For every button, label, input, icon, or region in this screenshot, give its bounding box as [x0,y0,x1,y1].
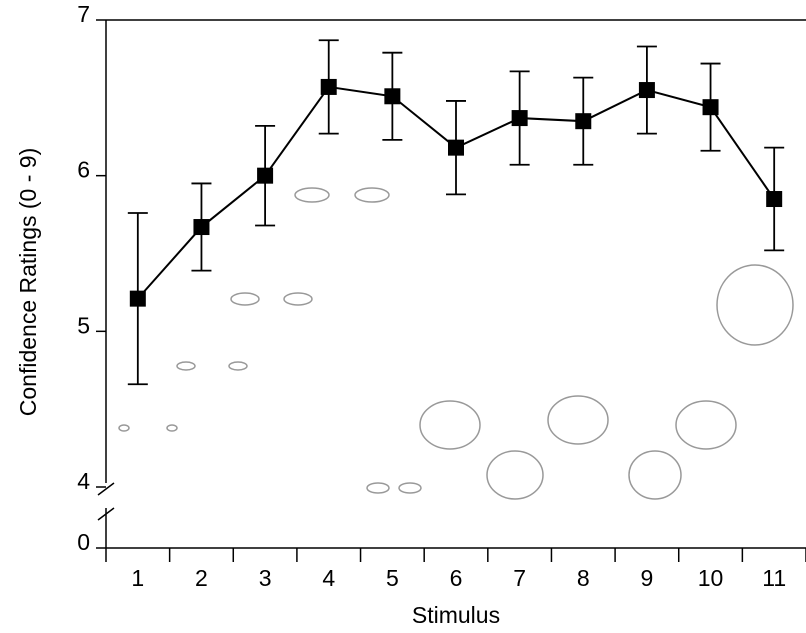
x-tick-label: 7 [513,565,526,591]
y-tick-label: 6 [77,157,90,183]
face-illustrations [118,187,794,500]
y-axis-label: Confidence Ratings (0 - 9) [15,148,41,416]
x-tick-label: 5 [386,565,399,591]
marker [320,78,337,95]
x-axis-label: Stimulus [412,602,500,628]
marker [384,88,401,105]
x-tick-label: 6 [450,565,463,591]
y-tick-label: 7 [77,1,90,27]
axis-break [97,507,115,521]
x-tick-label: 10 [698,565,724,591]
marker [129,290,146,307]
x-tick-label: 8 [577,565,590,591]
x-tick-label: 1 [131,565,144,591]
y-tick-label: 5 [77,312,90,338]
x-tick-label: 11 [762,565,786,591]
marker [638,82,655,99]
marker [193,219,210,236]
marker [575,113,592,130]
y-tick-label: 4 [77,468,90,494]
x-tick-label: 9 [641,565,654,591]
y-tick-label: 0 [77,529,90,555]
marker [448,139,464,156]
x-tick-label: 3 [259,565,272,591]
marker [511,110,528,127]
marker [702,99,719,116]
x-tick-label: 2 [195,565,208,591]
marker [766,191,783,208]
marker [257,167,274,184]
axis-break [97,482,115,496]
x-tick-label: 4 [322,565,335,591]
